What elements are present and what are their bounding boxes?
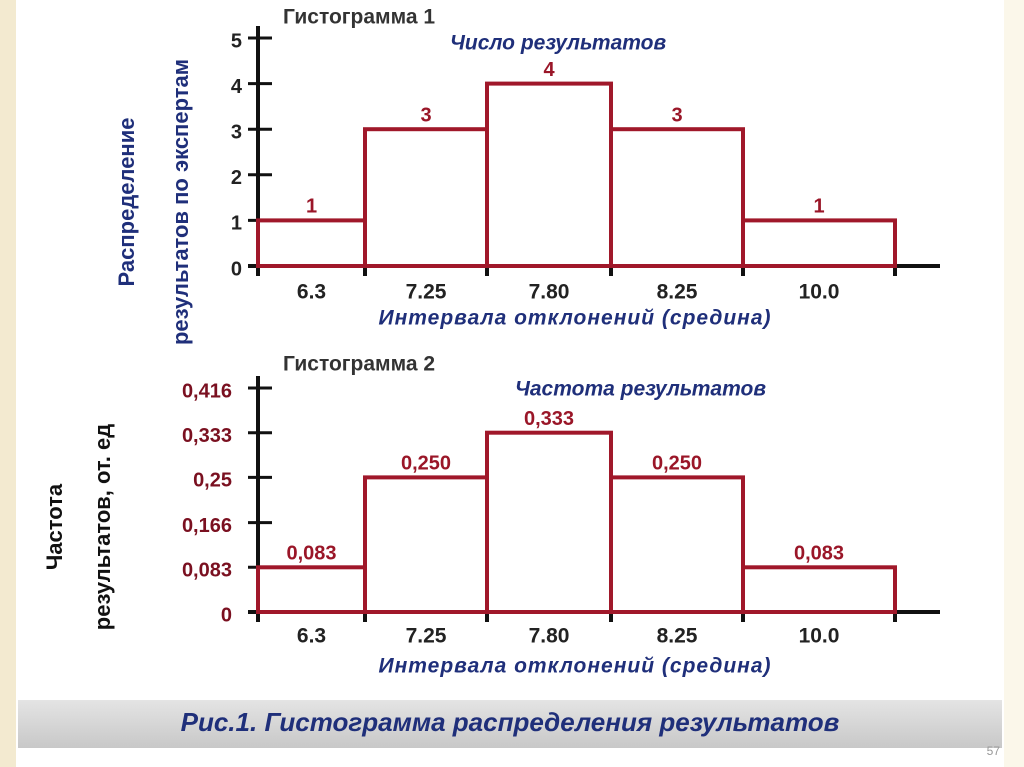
x-tick-label: 8.25 [657,281,698,304]
y-tick-label: 0,333 [182,425,232,447]
bar [363,475,489,614]
caption-band [18,700,1002,748]
bar [741,218,897,268]
x-tick-label: 8.25 [657,625,698,648]
y-tick-label: 0 [231,258,242,280]
value-label: 0,250 [652,453,702,475]
value-label: 1 [306,196,317,218]
value-label: 0,083 [286,543,336,565]
value-label: 0,333 [524,408,574,430]
bar [256,218,367,268]
y-axis-label: результатов по экспертам [168,59,193,345]
x-axis-label: Интервала отклонений (средина) [378,655,771,678]
bar [485,81,613,268]
x-tick-label: 7.80 [529,281,570,304]
side-stripe [1004,0,1024,767]
y-axis-label: Распределение [114,118,139,287]
bar [256,565,367,614]
value-label: 1 [813,196,824,218]
y-axis-label: результатов, от. ед [90,424,115,630]
y-tick-label: 4 [231,76,243,98]
value-label: 0,250 [401,453,451,475]
x-tick-label: 7.80 [529,625,570,648]
bar [741,565,897,614]
side-stripe [0,0,16,767]
value-label: 3 [420,104,431,126]
y-tick-label: 1 [231,213,242,235]
chart-subtitle: Число результатов [450,32,667,55]
x-tick-label: 10.0 [799,281,840,304]
y-tick-label: 2 [231,167,242,189]
page-number: 57 [987,744,1001,758]
histogram-2: Гистограмма 2 Частота результатов Интервал… [42,353,940,678]
value-label: 0,083 [794,543,844,565]
chart-title: Гистограмма 1 [283,6,435,29]
y-tick-label: 3 [231,121,242,143]
x-tick-label: 6.3 [297,281,326,304]
value-label: 4 [543,59,555,81]
chart-title: Гистограмма 2 [283,353,435,376]
chart-subtitle: Частота результатов [515,378,766,401]
bar [609,475,745,614]
x-tick-label: 7.25 [406,625,447,648]
x-tick-label: 7.25 [406,281,447,304]
bar [485,430,613,615]
y-tick-label: 0,166 [182,515,232,537]
y-tick-label: 0,25 [193,470,232,492]
y-tick-label: 5 [231,30,242,52]
bar [363,127,489,268]
value-label: 3 [671,104,682,126]
y-tick-label: 0 [221,604,232,626]
y-axis-label: Частота [42,483,67,570]
histogram-1: Гистограмма 1 Число результатов Интервала … [114,6,940,345]
caption: Рис.1. Гистограмма распределения результ… [181,707,840,737]
y-tick-label: 0,416 [182,380,232,402]
x-tick-label: 6.3 [297,625,326,648]
x-axis-label: Интервала отклонений (средина) [378,307,771,330]
x-tick-label: 10.0 [799,625,840,648]
bar [609,127,745,268]
y-tick-label: 0,083 [182,560,232,582]
